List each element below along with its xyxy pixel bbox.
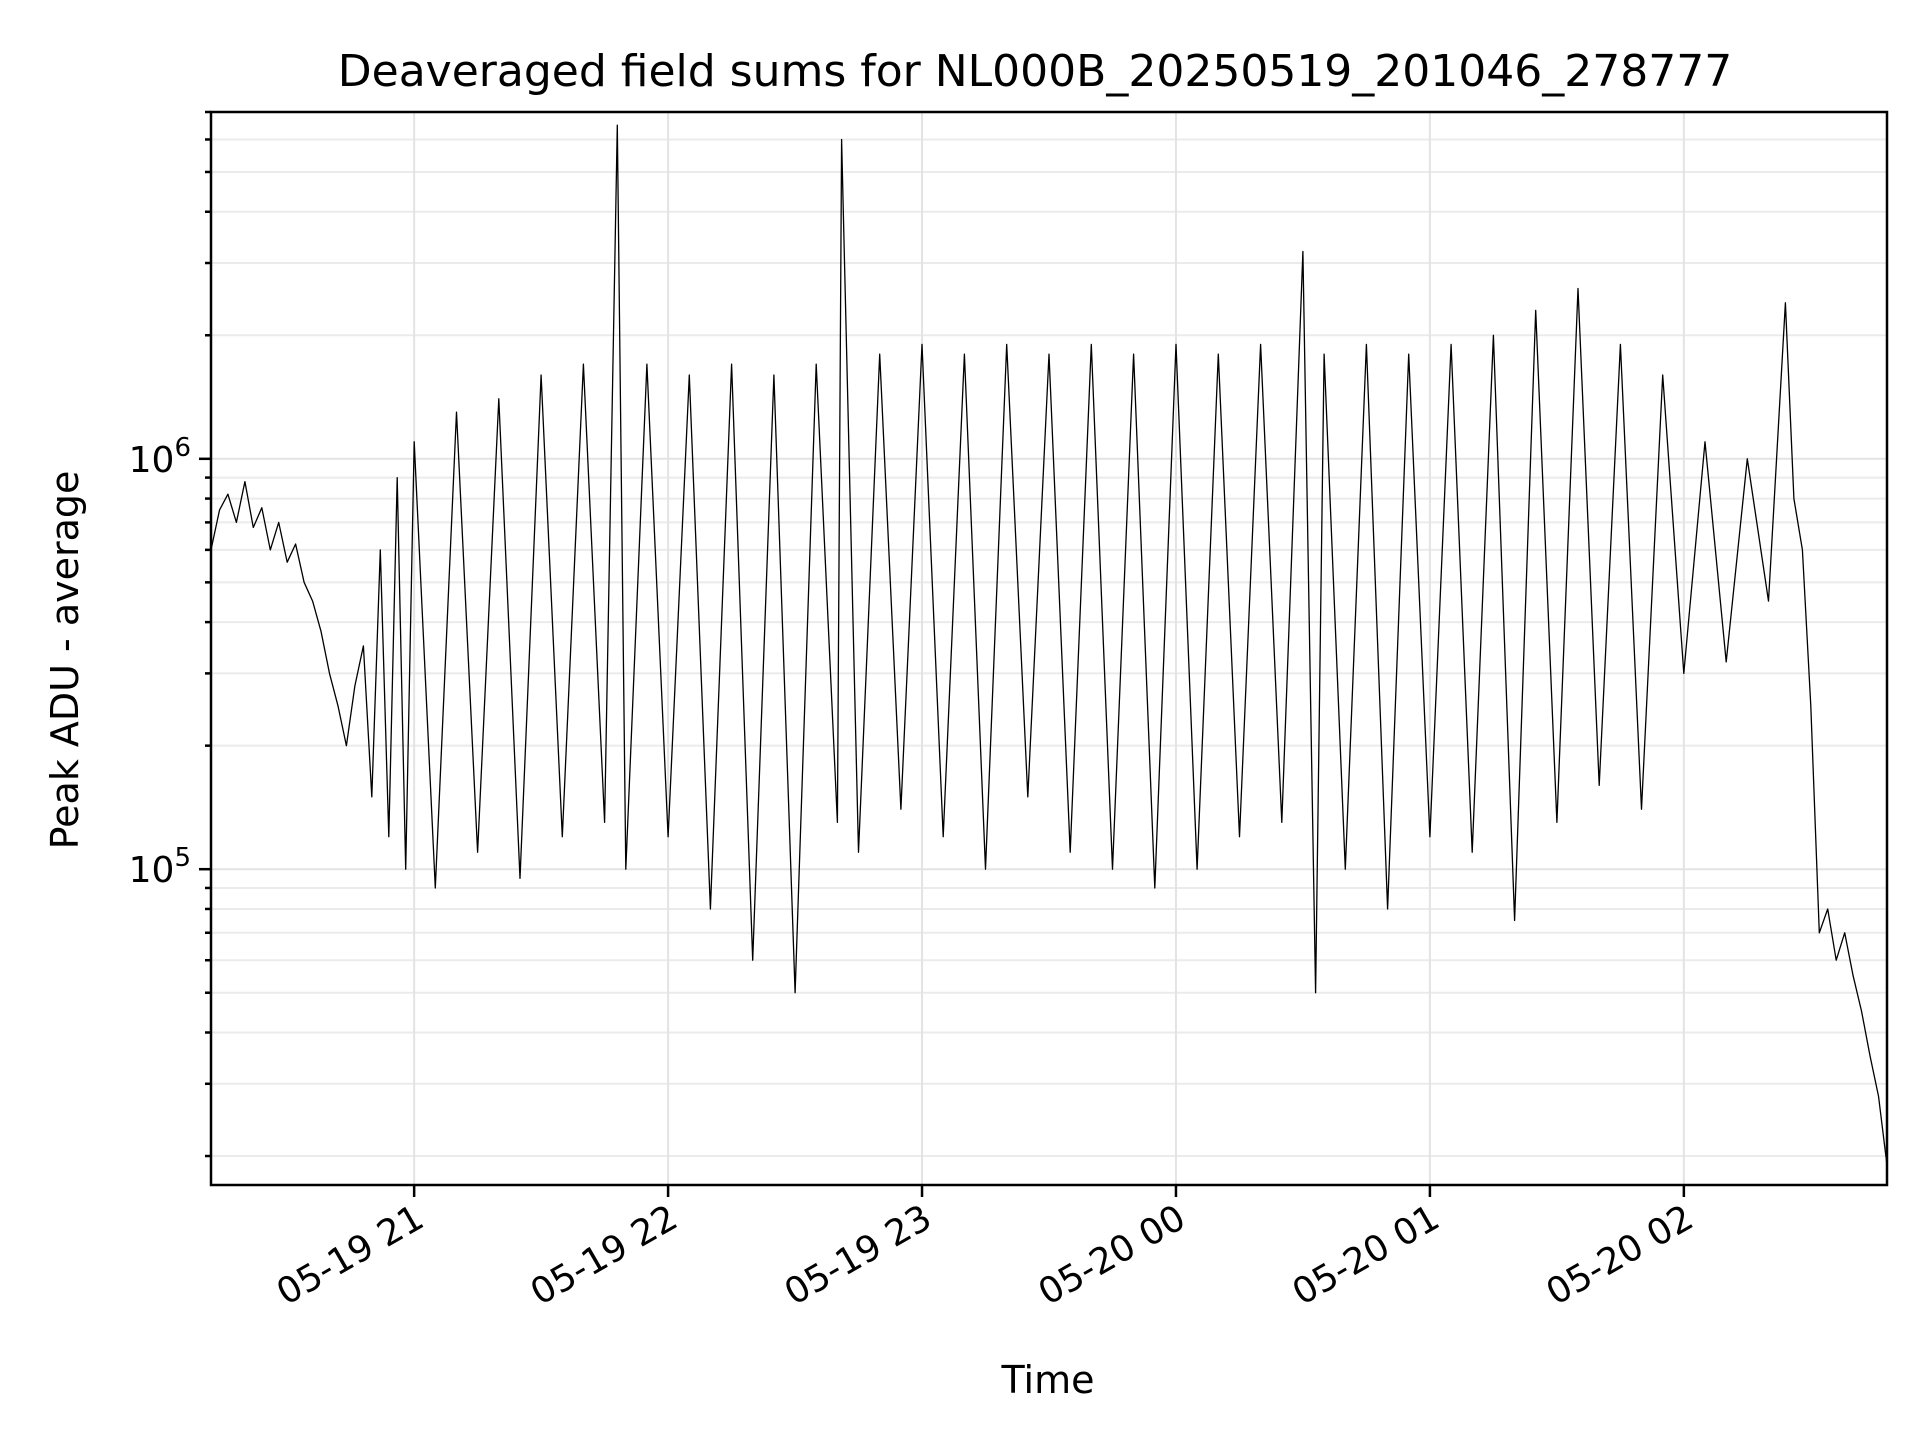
x-tick-label: 05-19 22 xyxy=(524,1197,685,1313)
chart-title: Deaveraged field sums for NL000B_2025051… xyxy=(338,46,1732,97)
x-tick-label: 05-20 00 xyxy=(1032,1197,1193,1313)
series-line xyxy=(210,124,1888,1166)
x-tick-label: 05-20 02 xyxy=(1540,1197,1701,1313)
series-group xyxy=(210,124,1888,1166)
x-tick-label: 05-19 21 xyxy=(270,1197,431,1313)
x-axis: 05-19 21 05-19 22 05-19 23 05-20 00 05-20 01… xyxy=(270,1185,1700,1314)
grid xyxy=(211,111,1887,1185)
y-tick-label: 106 xyxy=(129,433,191,481)
x-tick-label: 05-20 01 xyxy=(1286,1197,1447,1313)
x-axis-label: Time xyxy=(1001,1358,1095,1402)
x-tick-label: 05-19 23 xyxy=(778,1197,939,1313)
y-axis: 105 106 xyxy=(129,110,211,1158)
plot-frame xyxy=(209,110,1889,1187)
y-axis-label: Peak ADU - average xyxy=(43,471,87,850)
y-tick-label: 105 xyxy=(129,843,191,891)
